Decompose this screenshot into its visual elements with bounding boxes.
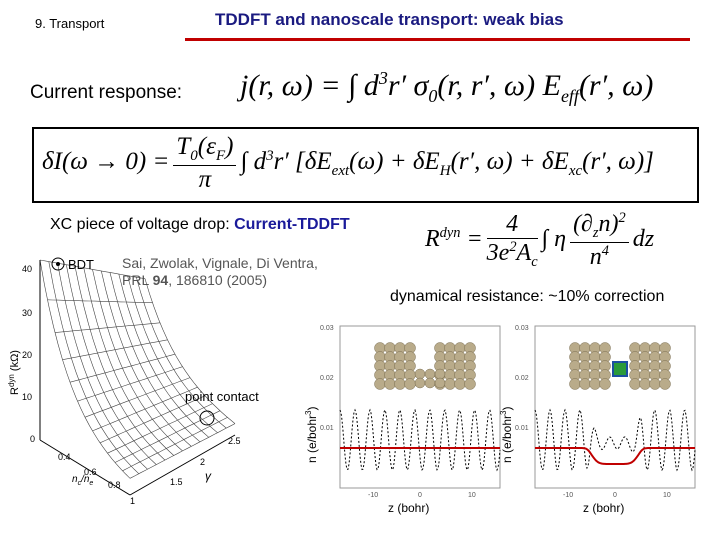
mesh-line: [118, 274, 209, 438]
mesh-line: [92, 269, 183, 452]
atom: [434, 377, 446, 389]
y-tick-label: 0.02: [320, 375, 334, 382]
y-tick-label: 20: [22, 350, 32, 360]
surface-plot: BDT point contact 40 30 20 10 0 Rdyn (kΩ…: [7, 257, 259, 506]
atom: [404, 378, 416, 390]
mesh-line: [74, 266, 166, 461]
bdt-dot: [56, 262, 60, 266]
atom: [569, 378, 581, 390]
y-axis-label: Rdyn (kΩ): [7, 350, 21, 395]
annotation: point contact: [185, 389, 259, 404]
bdt-marker: [51, 257, 65, 271]
atom: [589, 378, 601, 390]
title-rule: [185, 38, 690, 41]
y-axis-label: n (e/bohr3): [499, 407, 514, 463]
resistance-equation: Rdyn = 4 3e2Ac ∫ η (∂zn)2 n4 dz: [425, 210, 655, 270]
xc-heading: XC piece of voltage drop: Current-TDDFT: [50, 216, 350, 233]
y-tick-label: 40: [22, 264, 32, 274]
y-label-text: n (e/bohr: [305, 415, 319, 463]
atom: [464, 378, 476, 390]
y-label-sup: 3: [304, 410, 313, 415]
atom: [434, 368, 446, 380]
density-plots: 0.030.020.01-10 0 10z (bohr)n (e/bohr3)0.0…: [304, 325, 696, 515]
gamma-label: γ: [205, 469, 212, 483]
atom: [374, 378, 386, 390]
x-tick-label: -10: [368, 492, 378, 499]
atom: [444, 378, 456, 390]
y-tick-label: 0.02: [515, 375, 529, 382]
y-tick-label: 0.03: [320, 325, 334, 332]
gamma-tick-label: 1.5: [170, 477, 183, 487]
gamma-tick-label: 2: [200, 457, 205, 467]
x-tick-label: 0.4: [58, 452, 71, 462]
x-axis-label: nc/ne: [72, 474, 93, 487]
axis: [129, 434, 236, 496]
mesh-line: [122, 417, 228, 472]
x-axis-label: z (bohr): [388, 501, 429, 515]
legend: BDT: [68, 257, 94, 272]
atom: [579, 378, 591, 390]
average-density: [535, 447, 695, 465]
y-label-text: n (e/bohr: [500, 415, 514, 463]
axis: [39, 439, 131, 496]
y-tick-label: 0.01: [515, 425, 529, 432]
panel-frame: [534, 325, 696, 489]
x-tick-label: 10: [468, 492, 476, 499]
panel-frame: [339, 325, 501, 489]
contact-marker: [199, 410, 215, 426]
equation-box: [32, 127, 699, 203]
x-tick-label: 0: [418, 492, 422, 499]
x-tick-label: 0: [613, 492, 617, 499]
citation: Sai, Zwolak, Vignale, Di Ventra, PRL 94, …: [122, 255, 318, 288]
mesh-line: [127, 275, 218, 433]
x-tick-label: -10: [563, 492, 573, 499]
x-tick-label: 0.8: [108, 480, 121, 490]
mesh-line: [136, 277, 227, 429]
y-tick-label: 10: [22, 392, 32, 402]
current-equation: j(r, ω) = ∫ d3r′ σ0(r, r′, ω) Eeff(r′, ω…: [240, 68, 654, 106]
x-tick-label: 0.6: [84, 467, 97, 477]
atom: [424, 368, 436, 380]
atom: [639, 378, 651, 390]
x-tick-label: 1: [130, 496, 135, 506]
current-response-label: Current response:: [30, 82, 183, 103]
atom: [394, 378, 406, 390]
mesh-line: [144, 278, 236, 424]
y-label-sup: 3: [499, 410, 508, 415]
y-tick-label: 0.01: [320, 425, 334, 432]
molecule: [612, 361, 628, 377]
atom: [414, 377, 426, 389]
y-tick-label: 0.03: [515, 325, 529, 332]
atom: [629, 378, 641, 390]
y-tick-label: 30: [22, 308, 32, 318]
atom: [424, 377, 436, 389]
y-tick-label: 0: [30, 434, 35, 444]
x-axis-label: z (bohr): [583, 501, 624, 515]
atom: [454, 378, 466, 390]
y-label-end: ): [500, 407, 514, 411]
atom: [599, 378, 611, 390]
atom: [414, 368, 426, 380]
boxed-equation: δI(ω → 0) = T0(εF) π ∫ d3r′ [δEext(ω) + δEH…: [42, 133, 654, 193]
density-oscillation: [534, 408, 696, 472]
atom: [659, 378, 671, 390]
gamma-tick-label: 2.5: [228, 436, 241, 446]
atom: [384, 378, 396, 390]
slide-title: TDDFT and nanoscale transport: weak bias: [215, 10, 564, 29]
mesh-line: [39, 259, 131, 479]
mesh-line: [107, 403, 213, 454]
resistance-note: dynamical resistance: ~10% correction: [390, 288, 665, 305]
y-label-end: ): [305, 407, 319, 411]
section-label: 9. Transport: [35, 16, 105, 31]
x-tick-label: 10: [663, 492, 671, 499]
mesh-line: [83, 267, 175, 456]
mesh-line: [129, 423, 236, 479]
y-axis-label: n (e/bohr3): [304, 407, 319, 463]
density-oscillation: [339, 408, 501, 472]
atom: [649, 378, 661, 390]
